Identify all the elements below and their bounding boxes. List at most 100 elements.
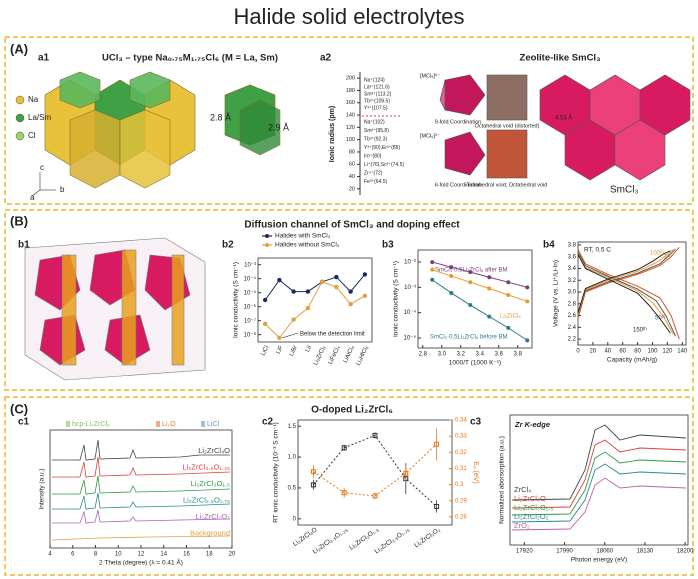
y2-tick-label: 0.29 xyxy=(455,498,467,504)
y-tick-label: 3.8 xyxy=(568,243,577,249)
ion-label: Na⁺(124) xyxy=(364,77,385,83)
subpanel-title: Zeolite-like SmCl₃ xyxy=(520,53,601,64)
data-point xyxy=(362,293,368,298)
legend-marker xyxy=(265,243,269,247)
x-tick-label: 6 xyxy=(71,552,75,558)
data-point xyxy=(434,503,440,509)
coordination-label: 6-fold Coordination xyxy=(435,182,481,188)
y-tick-label: 0 xyxy=(293,516,297,522)
y-tick-label: 120 xyxy=(346,125,355,131)
xrd-traces xyxy=(51,439,231,541)
y-tick-label: 200 xyxy=(346,76,355,82)
y-axis-label: Ionic conductivity (S cm⁻¹) xyxy=(393,261,400,337)
x-tick-label: 18 xyxy=(206,552,213,558)
data-point xyxy=(487,275,492,280)
data-point xyxy=(348,302,353,307)
data-point xyxy=(525,338,530,343)
distance-label: 4.53 Å xyxy=(555,115,572,122)
x-tick-label: 18200 xyxy=(677,549,694,555)
series-line xyxy=(264,281,366,339)
y2-tick-label: 0.34 xyxy=(455,418,467,424)
data-point xyxy=(430,260,435,265)
y-tick-label: 20 xyxy=(349,186,355,192)
data-point xyxy=(506,280,511,285)
data-point xyxy=(334,274,339,280)
panel-c-box xyxy=(4,396,694,576)
trace-label: Li₂ZrCl₄O xyxy=(198,446,230,455)
x-tick-label: 80 xyxy=(634,349,641,355)
ion-label: Zr⁴⁺(72) xyxy=(364,170,383,176)
legend-marker xyxy=(15,95,25,105)
channel-illustration xyxy=(24,237,206,381)
y-axis-label: Intensity (a.u.) xyxy=(39,468,46,509)
data-point xyxy=(291,289,296,294)
legend-marker xyxy=(265,234,269,238)
y-tick-label: 3.4 xyxy=(568,266,577,272)
y-tick-label: 10⁻⁶ xyxy=(244,303,257,310)
y-tick-label: 10⁻⁴ xyxy=(244,275,257,282)
annotation-arrow xyxy=(282,332,299,339)
y2-tick-label: 0.28 xyxy=(455,515,467,521)
y-tick-label: 1.5 xyxy=(288,424,297,430)
discharge-curve xyxy=(577,251,677,337)
data-point xyxy=(525,285,530,290)
y-tick-label: 2.8 xyxy=(568,301,577,307)
y-axis-label: RT ionic conductivity (10⁻³ S cm⁻¹) xyxy=(273,422,280,523)
figure-title: Halide solid electrolytes xyxy=(233,4,464,29)
trace-label: Li₂ZrCl₃.₅O₁.₂₅ xyxy=(183,462,230,471)
x-tick-label: 12 xyxy=(138,552,145,558)
subpanel-label: c2 xyxy=(262,417,274,428)
y-tick-label: 2.4 xyxy=(568,325,577,331)
y-tick-label: 100 xyxy=(346,137,355,143)
annotation: RT, 0.5 C xyxy=(584,247,611,254)
y-tick-label: 3.6 xyxy=(568,254,577,260)
ion-label: La³⁺(121.6) xyxy=(364,84,390,90)
coordination-label: 9-fold Coordination xyxy=(435,119,481,125)
data-point xyxy=(434,441,440,447)
series-label: Li₂ZrCl₆ xyxy=(500,314,521,320)
legend-label: hcp-Li₂ZrCl₆ xyxy=(72,421,110,428)
trace-label: Li₂ZrCl₃O₁.₅ xyxy=(191,479,230,488)
cluster-label: [MCl₆]³⁻ xyxy=(420,133,440,139)
subpanel-label: b3 xyxy=(382,240,394,251)
trace-label: ZrO₂ xyxy=(514,521,530,530)
data-point xyxy=(291,317,296,322)
x-tick-label: Li₂ZrCl₂O₂ xyxy=(413,526,442,549)
data-point xyxy=(305,289,311,294)
data-point xyxy=(468,270,473,275)
trace-label: Li₂ZrCl₃O₁.₅ xyxy=(514,503,553,512)
x-tick-label: 0 xyxy=(576,349,580,355)
x-axis-label: Capacity (mAh/g) xyxy=(607,357,657,364)
discharge-curve xyxy=(577,249,680,340)
subpanel-label: c1 xyxy=(18,417,30,428)
legend-label: Halides without SmCl₃ xyxy=(275,242,340,249)
y-tick-label: 10⁻² xyxy=(404,260,416,266)
data-point xyxy=(348,289,353,294)
y2-tick-label: 0.31 xyxy=(455,466,467,472)
discharge-curve xyxy=(577,254,671,334)
distance-label: 2.8 Å xyxy=(210,112,231,122)
ion-label: Tb³⁺(92.3) xyxy=(364,136,388,142)
x-tick-label: 20 xyxy=(590,349,597,355)
y-axis-label: Ionic radius (pm) xyxy=(329,106,336,162)
data-point xyxy=(449,290,454,295)
legend-marker xyxy=(201,421,205,427)
trace-label: Li₂ZrCl₂O₂ xyxy=(514,512,549,521)
x-tick-label: 16 xyxy=(183,552,190,558)
x-tick-label: 20 xyxy=(229,552,236,558)
panel-b-box xyxy=(4,209,694,391)
data-point xyxy=(310,469,316,475)
x-tick-label: LiFeCl₄ xyxy=(328,344,342,365)
panel-title: O-doped Li₂ZrCl₆ xyxy=(311,405,393,416)
plot-frame xyxy=(417,249,533,349)
data-point xyxy=(468,303,473,308)
legend-marker xyxy=(66,421,70,427)
void-label: Tetrahedral void; Octahedral void xyxy=(467,182,548,188)
ion-label: Sm³⁺(113.2) xyxy=(364,91,392,97)
subpanel-label: b1 xyxy=(18,240,30,251)
legend-marker xyxy=(15,131,25,141)
y-tick-label: 180 xyxy=(346,88,355,94)
x-tick-label: 40 xyxy=(604,349,611,355)
subpanel-label: a1 xyxy=(38,53,50,64)
legend-label: Cl xyxy=(28,131,36,140)
